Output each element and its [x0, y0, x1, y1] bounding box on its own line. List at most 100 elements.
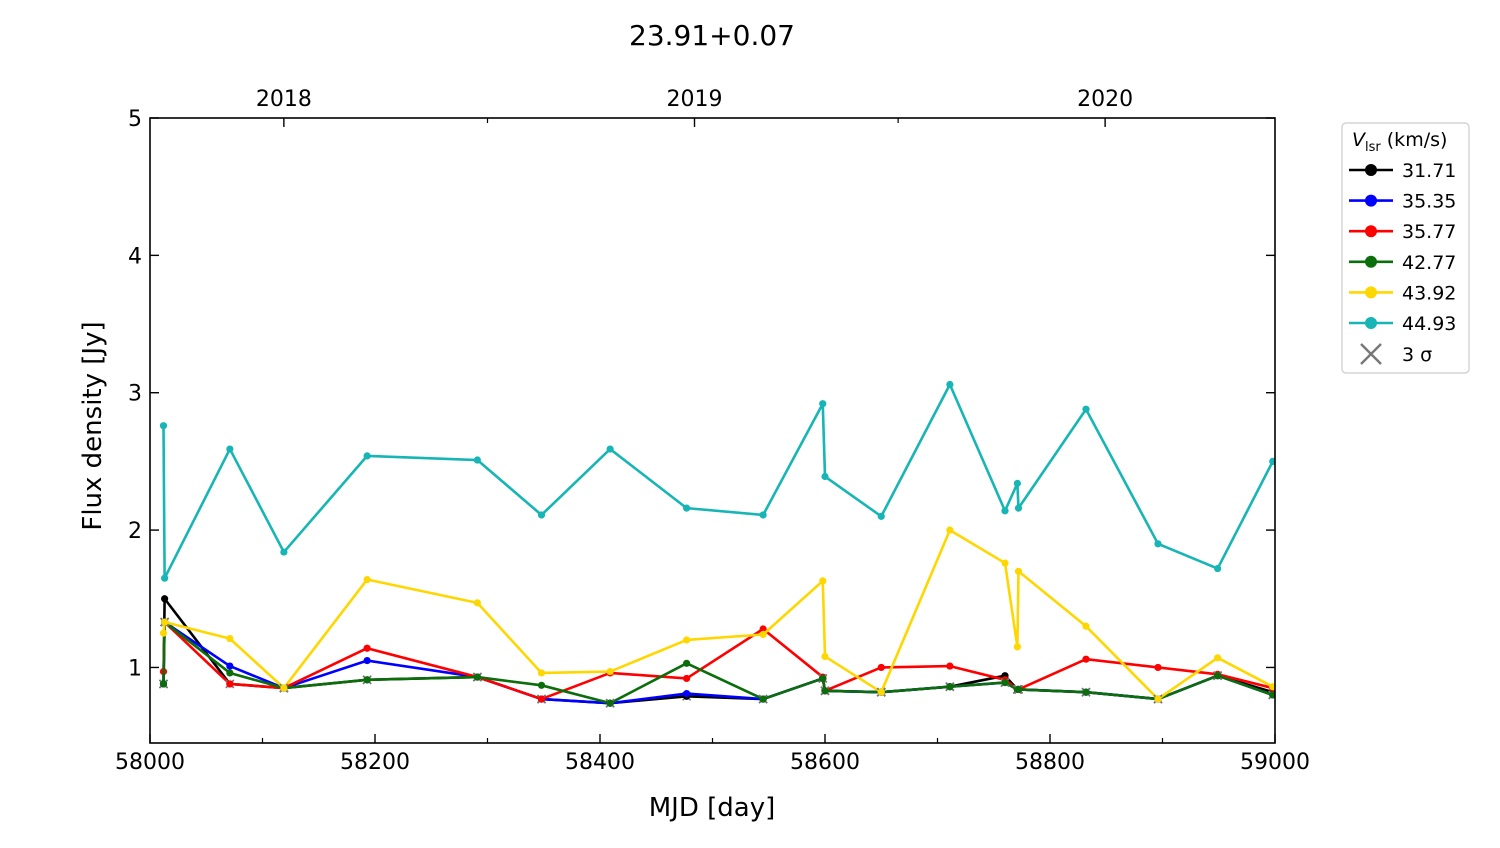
data-point: [537, 669, 546, 677]
data-point: [1014, 504, 1023, 512]
data-point: [946, 662, 954, 670]
legend-marker: [1365, 255, 1377, 268]
data-point: [226, 669, 234, 677]
data-point: [363, 644, 371, 652]
legend-marker: [1365, 317, 1377, 329]
top-tick-label: 2018: [256, 87, 312, 112]
series-line: [162, 620, 1274, 701]
data-point: [819, 674, 827, 683]
data-point: [161, 595, 169, 603]
data-point: [759, 625, 767, 633]
data-point: [473, 599, 481, 607]
legend-marker: [1365, 286, 1377, 299]
data-point: [683, 689, 691, 698]
data-point: [877, 688, 885, 696]
data-point: [1014, 685, 1023, 694]
data-point: [280, 548, 288, 556]
data-point: [1269, 691, 1275, 699]
data-point: [1214, 564, 1222, 573]
data-point: [946, 683, 954, 691]
data-point: [161, 574, 169, 582]
legend-item: 43.92: [1349, 282, 1456, 304]
data-point: [819, 577, 827, 585]
top-tick-label: 2019: [667, 87, 723, 112]
data-point: [821, 652, 829, 661]
data-point: [1082, 688, 1090, 696]
data-point: [363, 452, 371, 460]
legend-marker: [1365, 164, 1377, 176]
data-point: [1001, 678, 1009, 687]
series-line: [162, 597, 1274, 705]
series-44-93: [159, 380, 1275, 582]
data-point: [1082, 405, 1090, 413]
data-point: [161, 618, 169, 626]
data-point: [1154, 540, 1162, 548]
x-tick-label: 58800: [1015, 750, 1085, 775]
x-axis-label: MJD [day]: [649, 793, 776, 823]
series-43-92: [159, 526, 1275, 704]
legend-label: 43.92: [1402, 282, 1456, 304]
legend: Vlsr (km/s) 31.71 35.35 35.77 42.77 43.92 44.…: [1341, 122, 1470, 374]
data-point: [606, 699, 614, 707]
data-point: [946, 526, 954, 534]
x-tick-label: 59000: [1240, 750, 1310, 775]
legend-item-3sigma: 3 σ: [1360, 343, 1432, 366]
data-point: [606, 445, 614, 453]
data-point: [473, 456, 481, 464]
legend-item: 42.77: [1349, 252, 1456, 274]
data-point: [159, 629, 168, 637]
data-point: [1013, 479, 1021, 487]
top-tick-label: 2020: [1077, 87, 1133, 112]
legend-label: 42.77: [1402, 252, 1456, 274]
legend-item: 35.35: [1349, 191, 1456, 213]
data-point: [537, 681, 546, 689]
y-tick-label: 4: [128, 244, 142, 269]
chart-title: 23.91+0.07: [629, 19, 795, 52]
legend-label: 3 σ: [1402, 344, 1432, 366]
data-point: [363, 575, 371, 584]
data-point: [877, 663, 885, 672]
data-point: [1014, 567, 1023, 575]
legend-label: 35.35: [1402, 191, 1456, 213]
y-tick-label: 3: [128, 382, 142, 407]
plot-frame: [149, 117, 1276, 744]
data-point: [1154, 695, 1162, 703]
y-tick-label: 1: [128, 656, 142, 681]
data-point: [1154, 663, 1162, 672]
legend-label: 35.77: [1402, 221, 1456, 243]
data-point: [683, 659, 691, 667]
data-point: [363, 676, 371, 684]
data-point: [226, 445, 234, 453]
legend-item: 44.93: [1349, 313, 1456, 335]
legend-marker: [1365, 194, 1377, 207]
data-point: [759, 630, 767, 639]
legend-item: 31.71: [1349, 160, 1456, 182]
data-point: [159, 422, 168, 430]
data-point: [821, 687, 829, 695]
three-sigma-icon: [1360, 343, 1382, 365]
data-point: [537, 695, 546, 703]
data-point: [683, 504, 691, 512]
data-point: [1214, 654, 1222, 662]
legend-label: 44.93: [1402, 313, 1456, 335]
x-tick-label: 58400: [565, 750, 635, 775]
data-point: [877, 512, 885, 520]
data-point: [759, 511, 767, 519]
data-point: [363, 656, 371, 665]
data-point: [1269, 683, 1275, 691]
data-point: [1013, 643, 1021, 651]
x-tick-label: 58600: [790, 750, 860, 775]
series-line: [162, 383, 1274, 580]
data-point: [280, 684, 288, 692]
legend-title: Vlsr (km/s): [1352, 129, 1447, 155]
y-tick-label: 5: [128, 107, 142, 132]
data-point: [1269, 457, 1275, 466]
x-tick-label: 58000: [115, 750, 185, 775]
data-point: [473, 673, 481, 681]
data-point: [946, 380, 954, 389]
legend-item: 35.77: [1349, 221, 1456, 243]
data-point: [819, 400, 827, 408]
data-point: [1082, 622, 1090, 630]
data-point: [1001, 559, 1009, 567]
